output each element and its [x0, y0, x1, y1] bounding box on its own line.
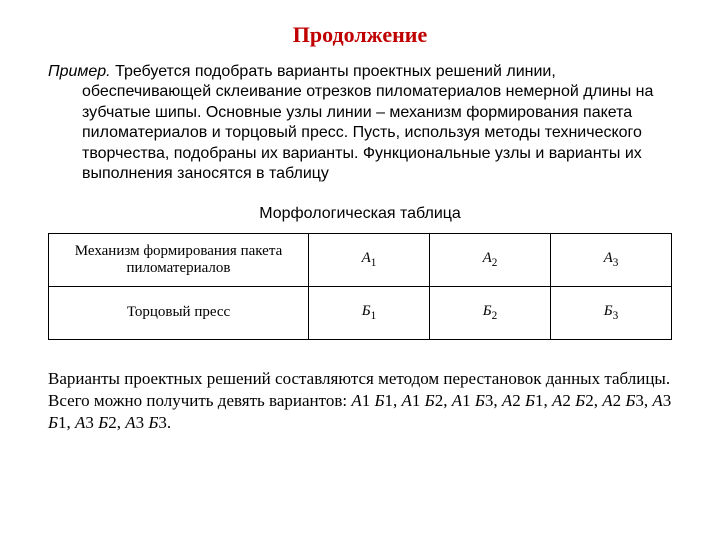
- example-body: Требуется подобрать варианты проектных р…: [82, 63, 653, 182]
- variant-cell: А1: [309, 233, 430, 286]
- variant-cell: А2: [430, 233, 551, 286]
- row-head: Механизм формирования пакета пиломатериа…: [49, 233, 309, 286]
- variant-cell: Б1: [309, 286, 430, 339]
- footer-paragraph: Варианты проектных решений составляются …: [48, 368, 672, 434]
- table-row: Механизм формирования пакета пиломатериа…: [49, 233, 672, 286]
- variant-cell: Б3: [551, 286, 672, 339]
- table-caption: Морфологическая таблица: [48, 205, 672, 223]
- variant-cell: Б2: [430, 286, 551, 339]
- page-title: Продолжение: [48, 22, 672, 48]
- example-paragraph: Пример. Требуется подобрать варианты про…: [48, 62, 672, 185]
- row-head: Торцовый пресс: [49, 286, 309, 339]
- morph-table: Механизм формирования пакета пиломатериа…: [48, 233, 672, 340]
- variant-cell: А3: [551, 233, 672, 286]
- table-row: Торцовый прессБ1Б2Б3: [49, 286, 672, 339]
- example-lead: Пример.: [48, 63, 111, 80]
